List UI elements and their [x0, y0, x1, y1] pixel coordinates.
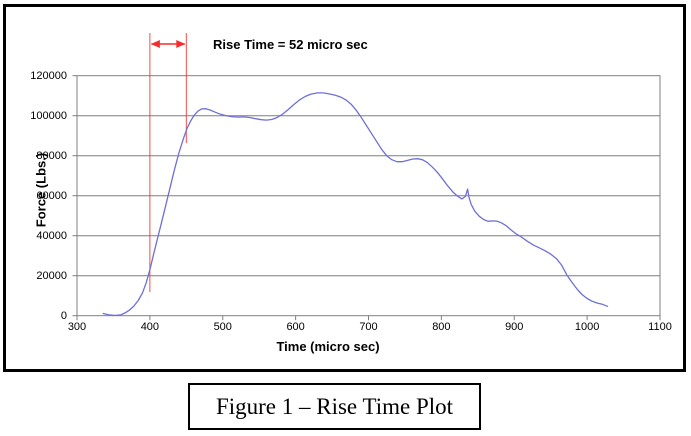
force-curve [102, 92, 609, 317]
x-axis-title: Time (micro sec) [276, 339, 380, 354]
x-tick-label: 400 [140, 321, 160, 333]
y-tick-label: 60000 [36, 189, 67, 202]
y-tick-label: 100000 [30, 109, 67, 122]
figure-caption-box: Figure 1 – Rise Time Plot [188, 383, 481, 430]
x-tick-label: 500 [213, 321, 232, 333]
x-tick-label: 900 [505, 321, 524, 333]
chart-frame [3, 4, 686, 372]
x-tick-label: 1100 [648, 321, 672, 333]
figure-caption: Figure 1 – Rise Time Plot [215, 393, 454, 419]
y-tick-label: 0 [60, 309, 67, 322]
x-tick-label: 700 [359, 321, 378, 333]
x-tick-label: 600 [286, 321, 305, 333]
y-tick-label: 80000 [36, 149, 67, 162]
rise-time-annotation: Rise Time = 52 micro sec [213, 37, 368, 52]
y-tick-label: 20000 [36, 269, 67, 282]
rise-arrowhead-right [176, 40, 186, 48]
y-tick-label: 120000 [30, 69, 67, 82]
x-tick-label: 300 [67, 321, 87, 333]
x-tick-label: 800 [432, 321, 451, 333]
chart-canvas [72, 33, 661, 321]
y-tick-label: 40000 [36, 229, 67, 242]
rise-arrowhead-left [150, 40, 160, 48]
x-tick-label: 1000 [574, 321, 600, 333]
